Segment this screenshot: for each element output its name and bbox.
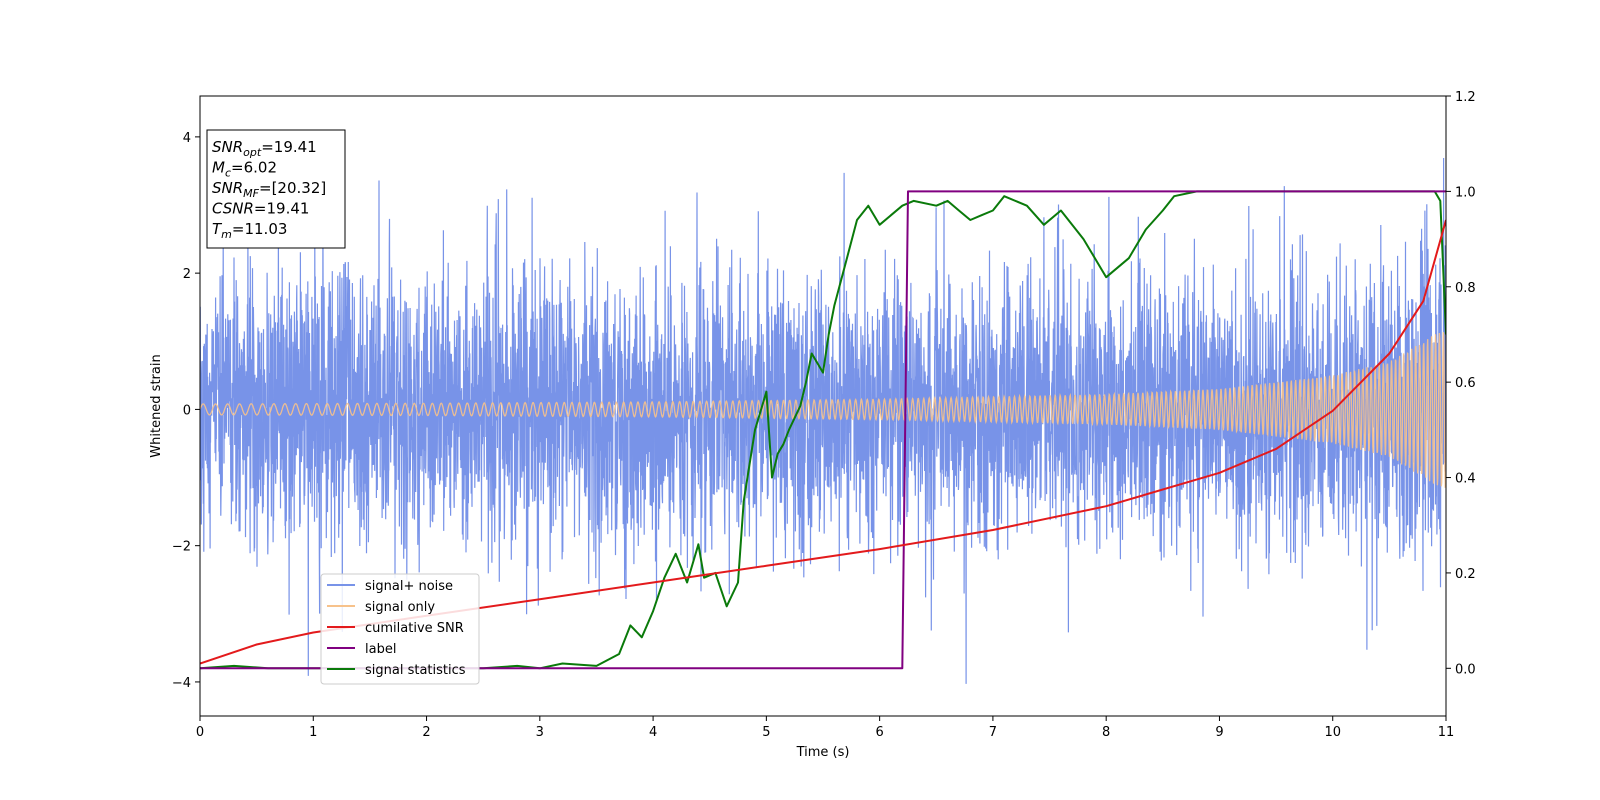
- info-box: SNRopt=19.41Mc=6.02SNRMF=[20.32]CSNR=19.…: [206, 129, 346, 249]
- info-line: SNRopt=19.41: [212, 138, 317, 159]
- y2-tick-label: 1.0: [1455, 185, 1476, 200]
- legend-signal-only-label: signal only: [365, 600, 435, 615]
- y-axis-label: Whitened strain: [149, 354, 164, 457]
- y2-tick-label: 0.0: [1455, 662, 1476, 677]
- x-tick-label: 1: [309, 725, 317, 740]
- info-line: CSNR=19.41: [212, 200, 309, 218]
- x-tick-label: 0: [196, 725, 204, 740]
- x-tick-label: 7: [989, 725, 997, 740]
- legend-frame: [320, 573, 480, 685]
- x-tick-label: 3: [536, 725, 544, 740]
- y2-tick-label: 1.2: [1455, 90, 1476, 105]
- legend: signal+ noise signal only cumilative SNR la…: [320, 573, 480, 685]
- x-tick-label: 6: [875, 725, 883, 740]
- legend-label-label: label: [365, 642, 396, 657]
- y2-tick-label: 0.8: [1455, 281, 1476, 296]
- legend-signal-statistics-label: signal statistics: [365, 663, 466, 678]
- x-axis: 0 1 2 3 4 5 6 7 8 9 10 11: [196, 716, 1454, 740]
- x-tick-label: 8: [1102, 725, 1110, 740]
- info-box-frame: [206, 129, 346, 249]
- info-line: SNRMF=[20.32]: [212, 179, 326, 200]
- x-tick-label: 9: [1215, 725, 1223, 740]
- y-axis-right: 0.0 0.2 0.4 0.6 0.8 1.0 1.2: [1446, 90, 1476, 677]
- y2-tick-label: 0.4: [1455, 472, 1476, 487]
- series-signal-noise-line: [200, 157, 1446, 684]
- series-label-line: [200, 190, 1446, 670]
- x-tick-label: 5: [762, 725, 770, 740]
- legend-signal-noise-label: signal+ noise: [365, 579, 453, 594]
- y-axis-left: −4 −2 0 2 4: [172, 131, 200, 691]
- info-line: Mc=6.02: [212, 159, 277, 180]
- x-tick-label: 10: [1324, 725, 1341, 740]
- y2-tick-label: 0.2: [1455, 567, 1476, 582]
- legend-cumulative-snr-label: cumilative SNR: [365, 621, 464, 636]
- y-tick-label: 2: [183, 267, 191, 282]
- info-line: Tm=11.03: [212, 220, 287, 241]
- y-tick-label: −4: [172, 676, 191, 691]
- series-signal-only-line: [200, 331, 1446, 489]
- plot-frame: [199, 95, 1447, 717]
- y-tick-label: −2: [172, 540, 191, 555]
- x-tick-label: 4: [649, 725, 657, 740]
- x-tick-label: 2: [422, 725, 430, 740]
- y-tick-label: 4: [183, 131, 191, 146]
- series-signal-statistics-line: [200, 190, 1446, 670]
- x-axis-label: Time (s): [796, 745, 850, 760]
- y-tick-label: 0: [183, 403, 191, 418]
- y2-tick-label: 0.6: [1455, 376, 1476, 391]
- x-tick-label: 11: [1438, 725, 1455, 740]
